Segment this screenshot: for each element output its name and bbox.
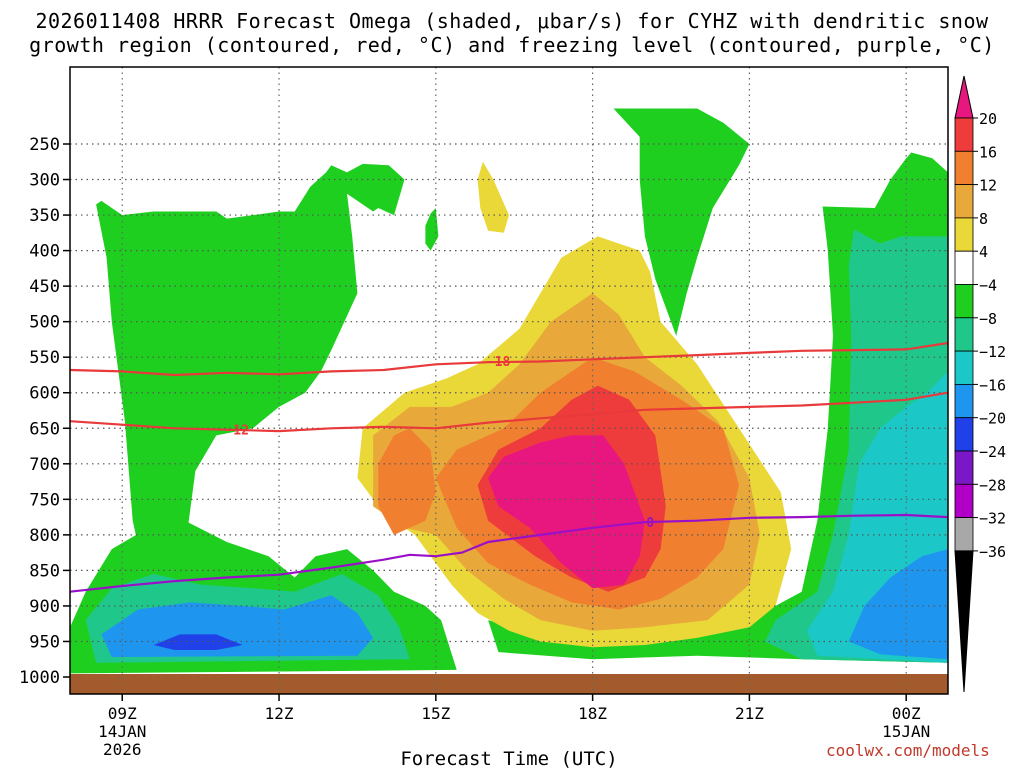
colorbar: 20 16 12 8 4 −4 −8 −12 −16 −20 −24 −28 −32 −36: [954, 75, 1006, 693]
chart-title-line1: 2026011408 HRRR Forecast Omega (shaded, …: [35, 9, 989, 33]
y-tick-label-1000: 1000: [19, 668, 60, 688]
omega-shading-layer: [70, 67, 948, 694]
y-tick-label-700: 700: [29, 455, 60, 475]
colorbar-label-8: −16: [979, 376, 1006, 394]
x-tick-label-12Z: 12Z: [265, 704, 294, 723]
colorbar-segment-12: [954, 517, 974, 552]
freezing-level-contour-0: [69, 513, 949, 593]
colorbar-label-4: 4: [979, 243, 988, 261]
omega-region-green-small: [425, 208, 439, 251]
y-tick-label-300: 300: [29, 171, 60, 191]
y-tick-label-450: 450: [29, 277, 60, 297]
y-tick-label-850: 850: [29, 561, 60, 581]
colorbar-label-6: −8: [979, 310, 997, 328]
colorbar-segment-2: [954, 184, 974, 219]
y-tick-label-600: 600: [29, 384, 60, 404]
y-tick-label-350: 350: [29, 206, 60, 226]
dgz-contour-minus18: [69, 341, 949, 377]
omega-region-yellow-upper: [477, 161, 509, 233]
dgz-contour-minus12: [69, 391, 949, 433]
colorbar-segment-5: [954, 284, 974, 319]
axis-layer: 250 300 350 400 450 500 550 600 650 700 750 800 850 9…: [19, 66, 949, 768]
terrain-strip: [70, 674, 948, 694]
omega-region-green-top: [613, 108, 750, 336]
y-tick-label-750: 750: [29, 490, 60, 510]
x-tick-label-18Z: 18Z: [578, 704, 607, 723]
colorbar-label-12: −32: [979, 510, 1006, 528]
contour-layer: −18 −12 0: [69, 341, 949, 593]
dgz-contour-minus18-label: −18: [487, 355, 511, 370]
y-tick-label-950: 950: [29, 632, 60, 652]
colorbar-label-5: −4: [979, 277, 997, 295]
x-tick-label-15Z: 15Z: [421, 704, 450, 723]
colorbar-segment-10: [954, 450, 974, 485]
y-tick-label-900: 900: [29, 597, 60, 617]
omega-region-orange-left: [378, 428, 436, 535]
x-axis-title: Forecast Time (UTC): [400, 748, 617, 768]
omega-region-blue-right: [848, 549, 948, 660]
colorbar-label-2: 12: [979, 177, 997, 195]
x-date-label-00Z: 15JAN: [882, 722, 930, 741]
x-tick-label-21Z: 21Z: [735, 704, 764, 723]
colorbar-segment-1: [954, 150, 974, 186]
colorbar-label-9: −20: [979, 410, 1006, 428]
grid-layer: [70, 67, 948, 694]
colorbar-label-3: 8: [979, 210, 988, 228]
colorbar-segment-7: [954, 350, 974, 385]
freezing-level-contour-0-label: 0: [646, 516, 654, 531]
colorbar-segment-9: [954, 417, 974, 452]
colorbar-label-0: 20: [979, 110, 997, 128]
colorbar-top-arrow: [954, 75, 974, 119]
credit-text: coolwx.com/models: [826, 741, 990, 760]
omega-region-green-left: [96, 163, 405, 606]
y-tick-label-550: 550: [29, 348, 60, 368]
colorbar-label-7: −12: [979, 343, 1006, 361]
omega-region-darkblue-bottom: [153, 634, 243, 650]
chart-title-line2: growth region (contoured, red, °C) and f…: [29, 33, 995, 57]
colorbar-label-13: −36: [979, 543, 1006, 561]
x-tick-label-09Z: 09Z: [108, 704, 137, 723]
colorbar-bottom-arrow: [954, 550, 974, 693]
y-tick-label-250: 250: [29, 135, 60, 155]
x-date-label-09Z: 14JAN: [98, 722, 146, 741]
plot-frame: [69, 66, 949, 695]
colorbar-label-11: −28: [979, 476, 1006, 494]
y-tick-label-650: 650: [29, 419, 60, 439]
x-tick-label-00Z: 00Z: [892, 704, 921, 723]
colorbar-label-10: −24: [979, 443, 1006, 461]
colorbar-segment-11: [954, 483, 974, 518]
colorbar-segment-8: [954, 383, 974, 419]
colorbar-segment-4: [954, 250, 974, 285]
y-tick-label-800: 800: [29, 526, 60, 546]
colorbar-segment-0: [954, 117, 974, 152]
colorbar-segment-3: [954, 217, 974, 252]
omega-region-magenta: [488, 435, 645, 589]
dgz-contour-minus12-label: −12: [225, 424, 248, 439]
colorbar-label-1: 16: [979, 143, 997, 161]
colorbar-segment-6: [954, 317, 974, 352]
y-tick-label-500: 500: [29, 313, 60, 333]
y-tick-label-400: 400: [29, 242, 60, 262]
x-year-label-09Z: 2026: [103, 740, 142, 759]
